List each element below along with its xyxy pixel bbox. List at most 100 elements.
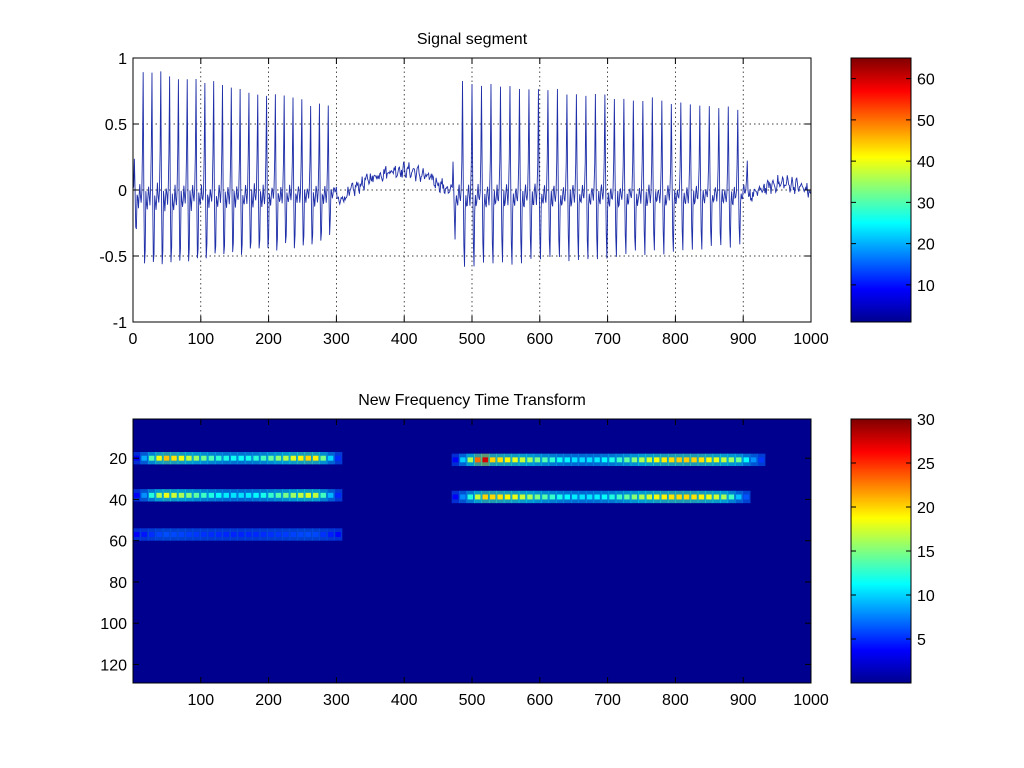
heatmap-cell	[238, 532, 244, 537]
heatmap-cell	[601, 494, 608, 500]
heatmap-cell	[706, 494, 712, 500]
heatmap-cell	[148, 455, 155, 461]
transform-colorbar-tick-label: 10	[917, 588, 935, 605]
heatmap-cell	[676, 494, 682, 500]
heatmap-cell	[557, 494, 563, 500]
heatmap-cell	[156, 492, 162, 498]
heatmap-cell	[624, 494, 630, 500]
heatmap-cell	[201, 532, 207, 537]
heatmap-cell	[721, 494, 727, 500]
heatmap-cell	[542, 494, 548, 500]
heatmap-cell	[594, 457, 600, 463]
heatmap-cell	[208, 492, 215, 498]
transform-y-tick-label: 40	[109, 492, 127, 509]
heatmap-cell	[290, 532, 297, 537]
heatmap-cell	[750, 457, 757, 463]
heatmap-cell	[646, 457, 653, 463]
heatmap-cell	[201, 492, 207, 498]
heatmap-cell	[253, 492, 259, 498]
heatmap-cell	[706, 457, 712, 463]
heatmap-cell	[141, 532, 147, 537]
heatmap-cell	[482, 457, 488, 463]
signal-colorbar-ticks: 60 50 40 30 20 10	[851, 72, 935, 295]
heatmap-cell	[542, 457, 548, 463]
heatmap-cell	[171, 492, 177, 498]
transform-x-tick-label: 400	[391, 692, 418, 709]
signal-colorbar-tick-label: 10	[917, 278, 935, 295]
signal-line	[133, 71, 811, 267]
heatmap-cell	[691, 494, 697, 500]
heatmap-cell	[519, 494, 526, 500]
heatmap-cell	[698, 457, 705, 463]
heatmap-cell	[489, 457, 496, 463]
heatmap-cell	[268, 492, 274, 498]
heatmap-cell	[245, 492, 252, 498]
signal-x-tick-label: 500	[459, 331, 486, 348]
transform-colorbar-tick-label: 15	[917, 544, 935, 561]
heatmap-cell	[571, 457, 578, 463]
heatmap-cell	[238, 455, 244, 461]
transform-x-tick-label: 700	[594, 692, 621, 709]
heatmap-cell	[527, 494, 533, 500]
heatmap-cell	[452, 457, 459, 463]
heatmap-cell	[186, 455, 192, 461]
signal-x-axis: 0 100 200 300 400 500 600 700 800 900 1000	[129, 58, 829, 348]
heatmap-cell	[654, 457, 660, 463]
heatmap-cell	[186, 532, 192, 537]
heatmap-cell	[579, 494, 585, 500]
signal-y-tick-label: 0.5	[105, 117, 127, 134]
heatmap-cell	[208, 532, 215, 537]
heatmap-cell	[736, 494, 742, 500]
heatmap-cell	[283, 492, 289, 498]
heatmap-cell	[668, 494, 675, 500]
heatmap-cell	[141, 492, 147, 498]
heatmap-cell	[260, 492, 267, 498]
heatmap-cell	[238, 492, 244, 498]
heatmap-cell	[616, 457, 623, 463]
heatmap-cell	[631, 494, 638, 500]
heatmap-cell	[616, 494, 623, 500]
signal-colorbar: 60 50 40 30 20 10	[850, 57, 935, 323]
signal-colorbar-tick-label: 40	[917, 154, 935, 171]
transform-colorbar-tick-label: 30	[917, 412, 935, 429]
transform-chart-title: New Frequency Time Transform	[358, 392, 586, 409]
transform-x-tick-label: 300	[323, 692, 350, 709]
heatmap-cell	[661, 494, 667, 500]
heatmap-cell	[327, 492, 334, 498]
heatmap-cell	[290, 455, 297, 461]
heatmap-cell	[260, 532, 267, 537]
heatmap-cell	[275, 455, 282, 461]
heatmap-cell	[564, 494, 570, 500]
transform-colorbar-bar	[850, 418, 912, 684]
heatmap-cell	[305, 532, 311, 537]
heatmap-cell	[534, 494, 541, 500]
transform-y-tick-label: 100	[100, 616, 127, 633]
transform-x-tick-label: 100	[187, 692, 214, 709]
heatmap-cell	[134, 492, 140, 498]
heatmap-cell	[579, 457, 585, 463]
heatmap-cell	[193, 492, 200, 498]
heatmap-cell	[193, 455, 200, 461]
heatmap-cell	[668, 457, 675, 463]
heatmap-cell	[504, 457, 511, 463]
heatmap-cell	[298, 532, 304, 537]
heatmap-cell	[275, 532, 282, 537]
heatmap-cell	[260, 455, 267, 461]
heatmap-cell	[549, 494, 556, 500]
heatmap-cell	[320, 532, 326, 537]
heatmap-cell	[467, 457, 474, 463]
transform-colorbar-tick-label: 20	[917, 500, 935, 517]
heatmap-cell	[134, 532, 140, 537]
heatmap-cell	[163, 532, 170, 537]
heatmap-cell	[512, 494, 518, 500]
heatmap-cell	[305, 455, 311, 461]
heatmap-cell	[504, 494, 511, 500]
heatmap-cell	[156, 532, 162, 537]
transform-y-tick-label: 80	[109, 575, 127, 592]
heatmap-cell	[601, 457, 608, 463]
heatmap-cell	[609, 457, 615, 463]
heatmap-cell	[216, 492, 222, 498]
heatmap-cell	[253, 532, 259, 537]
signal-x-tick-label: 100	[187, 331, 214, 348]
heatmap-cell	[298, 455, 304, 461]
